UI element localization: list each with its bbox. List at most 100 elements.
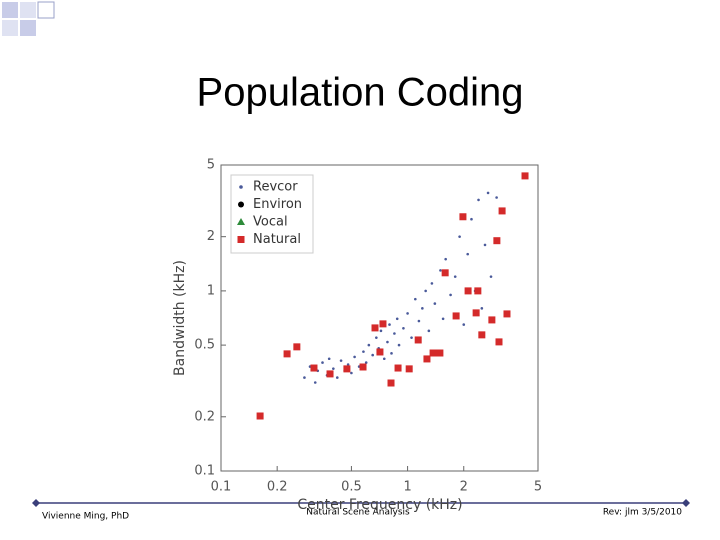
legend-marker <box>238 201 244 208</box>
point <box>488 316 496 324</box>
point <box>423 355 431 363</box>
deco-square <box>37 1 55 19</box>
point <box>388 323 391 326</box>
point <box>424 289 427 293</box>
point <box>417 319 421 323</box>
point <box>397 343 401 347</box>
point <box>498 207 506 215</box>
point <box>327 357 331 361</box>
point <box>483 243 487 247</box>
point <box>350 371 353 375</box>
point <box>335 376 339 379</box>
point <box>495 338 503 346</box>
point <box>395 317 399 321</box>
x-tick-label: 1 <box>403 480 411 495</box>
point <box>414 336 422 344</box>
point <box>367 343 371 347</box>
x-tick-label: 0.5 <box>341 480 362 495</box>
point <box>402 326 405 330</box>
legend-label: Vocal <box>253 215 288 230</box>
point <box>421 307 424 310</box>
legend-box <box>230 174 314 254</box>
point <box>405 365 413 373</box>
point <box>439 269 442 272</box>
point <box>283 350 291 358</box>
point <box>410 336 413 339</box>
point <box>362 350 365 353</box>
point <box>382 357 386 361</box>
point <box>256 412 264 420</box>
legend-label: Revcor <box>253 180 298 195</box>
point <box>462 323 466 326</box>
point <box>478 331 486 339</box>
point <box>429 349 437 357</box>
point <box>379 329 383 333</box>
point <box>313 381 317 384</box>
point <box>326 370 334 378</box>
point <box>394 364 402 372</box>
point <box>406 312 409 315</box>
point <box>470 217 473 221</box>
point <box>441 269 449 277</box>
y-tick-label: 0.2 <box>194 409 215 424</box>
x-tick-label: 0.2 <box>267 480 288 495</box>
footer-right: Rev: jlm 3/5/2010 <box>603 508 682 518</box>
point <box>346 363 350 366</box>
x-tick-label: 0.1 <box>211 480 232 495</box>
point <box>503 310 511 318</box>
point <box>375 336 378 339</box>
corner-squares <box>2 1 55 36</box>
point <box>464 287 472 295</box>
y-tick-label: 0.1 <box>194 464 215 479</box>
point <box>353 355 356 359</box>
chart-panel <box>165 140 550 502</box>
point <box>474 287 482 295</box>
y-axis-label: Bandwidth (kHz) <box>172 260 188 376</box>
point <box>430 282 434 285</box>
point <box>472 309 480 317</box>
point <box>458 235 461 238</box>
point <box>466 252 470 256</box>
point <box>521 172 529 180</box>
slide-title: Population Coding <box>197 71 524 115</box>
x-axis-label: Center Frequency (kHz) <box>297 497 462 513</box>
point <box>293 343 301 351</box>
point <box>371 353 374 357</box>
point <box>393 332 396 335</box>
point <box>379 320 387 328</box>
x-tick-label: 2 <box>460 480 468 495</box>
point <box>452 312 460 320</box>
point <box>321 361 324 364</box>
y-tick-label: 1 <box>207 283 215 298</box>
deco-square <box>2 20 18 36</box>
point <box>339 359 343 362</box>
point <box>436 349 444 357</box>
point <box>343 365 351 373</box>
y-tick-label: 2 <box>207 229 215 244</box>
point <box>371 324 379 332</box>
legend-label: Natural <box>253 232 301 247</box>
y-tick-label: 0.5 <box>194 338 215 353</box>
point <box>376 348 384 356</box>
footer-left: Vivienne Ming, PhD <box>42 512 129 522</box>
point <box>480 307 484 310</box>
point <box>486 191 490 195</box>
point <box>459 213 467 221</box>
point <box>433 302 437 305</box>
point <box>444 257 447 261</box>
y-tick-label: 5 <box>207 158 215 173</box>
point <box>386 340 389 344</box>
point <box>441 317 445 321</box>
x-tick-label: 5 <box>534 480 542 495</box>
legend-marker <box>237 218 245 225</box>
point <box>489 275 493 278</box>
point <box>493 237 501 245</box>
plot-frame <box>220 164 539 472</box>
legend-marker <box>237 236 245 243</box>
point <box>332 367 335 370</box>
point <box>359 363 367 371</box>
point <box>364 361 368 364</box>
point <box>390 352 393 355</box>
